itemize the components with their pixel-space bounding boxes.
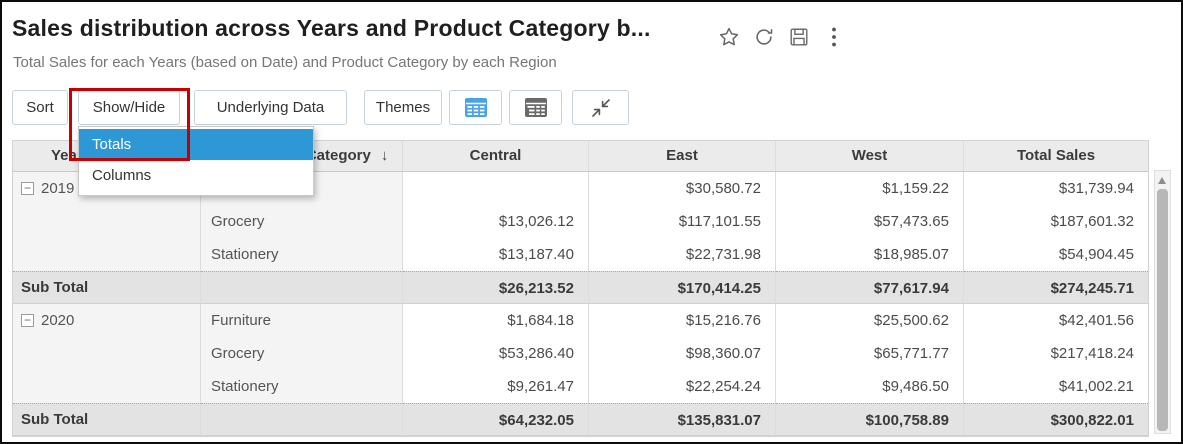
value-cell[interactable]: $30,580.72 [589, 172, 776, 205]
subtotal-value-cell: $170,414.25 [589, 271, 776, 304]
pivot-view-button[interactable] [509, 90, 562, 125]
subtotal-label-cell: Sub Total [13, 403, 201, 436]
vertical-scrollbar[interactable] [1154, 170, 1171, 434]
table-row: Stationery $9,261.47 $22,254.24 $9,486.5… [13, 370, 1148, 403]
value-cell[interactable]: $41,002.21 [964, 370, 1148, 403]
value-cell[interactable]: $42,401.56 [964, 304, 1148, 337]
category-cell[interactable]: Furniture [201, 304, 403, 337]
subtotal-row: Sub Total $64,232.05 $135,831.07 $100,75… [13, 403, 1148, 436]
sort-descending-icon[interactable]: ↓ [380, 147, 389, 164]
sort-button[interactable]: Sort [12, 90, 68, 125]
column-header-central[interactable]: Central [403, 141, 589, 171]
table-row: Grocery $53,286.40 $98,360.07 $65,771.77… [13, 337, 1148, 370]
category-cell[interactable]: Grocery [201, 205, 403, 238]
favorite-star-button[interactable] [716, 24, 742, 50]
table-row: − 2020 Furniture $1,684.18 $15,216.76 $2… [13, 304, 1148, 337]
show-hide-button[interactable]: Show/Hide [78, 90, 180, 125]
value-cell[interactable]: $187,601.32 [964, 205, 1148, 238]
value-cell[interactable]: $117,101.55 [589, 205, 776, 238]
year-group-cell [13, 238, 201, 271]
refresh-icon [756, 29, 773, 45]
themes-button[interactable]: Themes [364, 90, 442, 125]
category-cell [201, 271, 403, 304]
save-icon [790, 28, 808, 46]
value-cell[interactable]: $1,159.22 [776, 172, 964, 205]
value-cell[interactable]: $54,904.45 [964, 238, 1148, 271]
value-cell[interactable]: $65,771.77 [776, 337, 964, 370]
value-cell[interactable]: $98,360.07 [589, 337, 776, 370]
grid-view-button[interactable] [449, 90, 502, 125]
year-group-cell: − 2020 [13, 304, 201, 337]
year-group-cell [13, 337, 201, 370]
year-group-cell [13, 370, 201, 403]
subtotal-value-cell: $300,822.01 [964, 403, 1148, 436]
value-cell[interactable]: $217,418.24 [964, 337, 1148, 370]
refresh-button[interactable] [751, 24, 777, 50]
collapse-view-button[interactable] [572, 90, 629, 125]
value-cell[interactable]: $22,731.98 [589, 238, 776, 271]
category-cell[interactable]: Stationery [201, 370, 403, 403]
kebab-menu-icon [832, 27, 836, 47]
value-cell[interactable]: $53,286.40 [403, 337, 589, 370]
subtotal-label-cell: Sub Total [13, 271, 201, 304]
table-row: Stationery $13,187.40 $22,731.98 $18,985… [13, 238, 1148, 271]
value-cell[interactable]: $31,739.94 [964, 172, 1148, 205]
scrollbar-thumb[interactable] [1157, 189, 1168, 431]
category-cell [201, 403, 403, 436]
menu-item-totals[interactable]: Totals [79, 129, 313, 160]
column-header-total-sales[interactable]: Total Sales [964, 141, 1148, 171]
column-header-west[interactable]: West [776, 141, 964, 171]
value-cell[interactable]: $18,985.07 [776, 238, 964, 271]
value-cell[interactable]: $1,684.18 [403, 304, 589, 337]
category-cell[interactable]: Stationery [201, 238, 403, 271]
collapse-arrows-icon [591, 98, 610, 117]
value-cell[interactable]: $22,254.24 [589, 370, 776, 403]
year-label: 2020 [41, 312, 75, 329]
category-cell[interactable]: Grocery [201, 337, 403, 370]
year-label: 2019 [41, 180, 75, 197]
report-description: Total Sales for each Years (based on Dat… [13, 54, 557, 71]
subtotal-row: Sub Total $26,213.52 $170,414.25 $77,617… [13, 271, 1148, 304]
underlying-data-button[interactable]: Underlying Data [194, 90, 347, 125]
row-collapse-icon[interactable]: − [21, 314, 34, 327]
value-cell[interactable]: $57,473.65 [776, 205, 964, 238]
year-group-cell [13, 205, 201, 238]
subtotal-value-cell: $135,831.07 [589, 403, 776, 436]
value-cell[interactable] [403, 172, 589, 205]
table-row: Grocery $13,026.12 $117,101.55 $57,473.6… [13, 205, 1148, 238]
menu-item-columns[interactable]: Columns [92, 167, 152, 184]
pivot-table-icon [524, 98, 547, 117]
more-options-button[interactable] [821, 24, 847, 50]
star-icon [719, 27, 739, 46]
subtotal-value-cell: $64,232.05 [403, 403, 589, 436]
value-cell[interactable]: $9,261.47 [403, 370, 589, 403]
subtotal-value-cell: $274,245.71 [964, 271, 1148, 304]
value-cell[interactable]: $15,216.76 [589, 304, 776, 337]
row-collapse-icon[interactable]: − [21, 182, 34, 195]
show-hide-dropdown-menu: Totals Columns [78, 126, 314, 196]
scroll-up-arrow[interactable] [1158, 177, 1166, 184]
value-cell[interactable]: $13,187.40 [403, 238, 589, 271]
subtotal-value-cell: $26,213.52 [403, 271, 589, 304]
page-title: Sales distribution across Years and Prod… [12, 15, 651, 41]
subtotal-value-cell: $100,758.89 [776, 403, 964, 436]
save-button[interactable] [786, 24, 812, 50]
table-grid-icon [464, 98, 487, 117]
value-cell[interactable]: $9,486.50 [776, 370, 964, 403]
value-cell[interactable]: $25,500.62 [776, 304, 964, 337]
subtotal-value-cell: $77,617.94 [776, 271, 964, 304]
title-action-bar [716, 24, 847, 50]
column-header-east[interactable]: East [589, 141, 776, 171]
value-cell[interactable]: $13,026.12 [403, 205, 589, 238]
